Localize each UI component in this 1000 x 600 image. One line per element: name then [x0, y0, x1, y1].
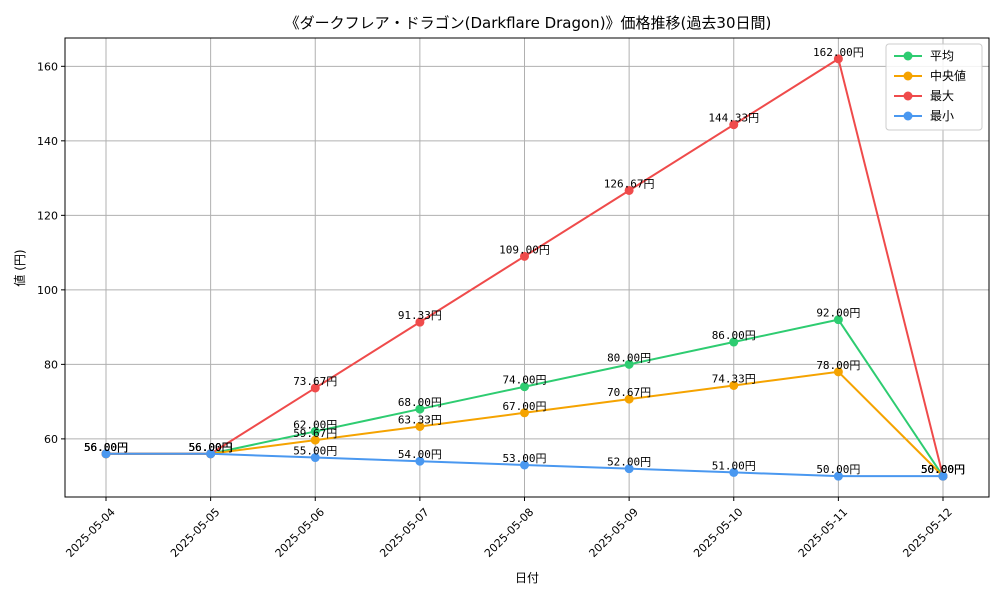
legend-marker — [903, 51, 913, 61]
data-label: 53.00円 — [502, 452, 546, 465]
data-labels: 56.00円 56.00円 62.00円 68.00円 74.00円 80.00円 86.0… — [84, 46, 965, 476]
data-label: 56.00円 — [189, 441, 233, 454]
data-label: 56.00円 — [84, 441, 128, 454]
data-point — [520, 460, 529, 470]
y-tick-label: 140 — [37, 135, 58, 148]
data-point — [624, 464, 634, 474]
data-point — [206, 449, 216, 459]
x-tick-label: 2025-05-05 — [168, 506, 222, 560]
data-label: 80.00円 — [607, 351, 651, 364]
data-point — [624, 359, 634, 369]
data-point — [729, 120, 739, 130]
data-label: 56.00円 — [84, 441, 128, 454]
data-label: 56.00円 — [189, 441, 233, 454]
data-label: 54.00円 — [398, 448, 442, 461]
data-label: 50.00円 — [816, 463, 860, 476]
data-label: 67.00円 — [502, 400, 546, 413]
data-label: 56.00円 — [189, 441, 233, 454]
data-label: 74.00円 — [502, 374, 546, 387]
data-point — [310, 426, 320, 436]
data-label: 144.33円 — [708, 112, 759, 125]
data-label: 68.00円 — [398, 396, 442, 409]
data-point — [310, 383, 320, 393]
data-label: 91.33円 — [398, 309, 442, 322]
data-point — [938, 471, 948, 481]
data-label: 63.33円 — [398, 413, 442, 426]
data-label: 59.67円 — [293, 427, 337, 440]
data-point — [833, 54, 843, 64]
legend-label: 最大 — [930, 89, 954, 103]
legend-label: 中央値 — [930, 68, 966, 83]
data-point — [415, 456, 425, 466]
y-tick-label: 120 — [37, 209, 58, 222]
x-tick-label: 2025-05-07 — [377, 506, 431, 560]
grid — [65, 38, 989, 497]
data-point — [624, 394, 634, 404]
data-point — [624, 185, 634, 195]
data-point — [833, 471, 843, 481]
data-label: 70.67円 — [607, 386, 651, 399]
legend-marker — [903, 91, 913, 101]
x-tick-label: 2025-05-08 — [482, 506, 536, 560]
data-point — [310, 435, 320, 445]
data-label: 50.00円 — [921, 463, 965, 476]
data-point — [833, 367, 843, 377]
data-point — [729, 467, 739, 477]
data-label: 52.00円 — [607, 456, 651, 469]
data-label: 62.00円 — [293, 418, 337, 431]
legend-label: 最小 — [930, 109, 954, 123]
data-label: 109.00円 — [499, 243, 550, 256]
data-label: 73.67円 — [293, 375, 337, 388]
data-point — [415, 421, 425, 431]
data-label: 74.33円 — [712, 372, 756, 385]
data-point — [729, 380, 739, 390]
data-point — [833, 315, 843, 325]
data-label: 56.00円 — [84, 441, 128, 454]
x-tick-label: 2025-05-06 — [273, 506, 327, 560]
x-tick-label: 2025-05-04 — [63, 506, 117, 560]
series-lines — [101, 54, 948, 481]
plot-area — [64, 37, 990, 498]
x-tick-label: 2025-05-11 — [796, 506, 850, 560]
data-label: 50.00円 — [921, 463, 965, 476]
data-label: 56.00円 — [84, 441, 128, 454]
x-axis-label: 日付 — [515, 571, 539, 585]
legend-label: 平均 — [930, 49, 954, 63]
legend-marker — [903, 111, 913, 121]
y-axis-label: 値 (円) — [12, 249, 27, 286]
data-label: 86.00円 — [712, 329, 756, 342]
data-point — [101, 449, 111, 459]
data-label: 56.00円 — [189, 441, 233, 454]
data-point — [415, 404, 425, 414]
data-label: 78.00円 — [816, 359, 860, 372]
y-tick-label: 60 — [44, 433, 58, 446]
legend-marker — [903, 71, 913, 81]
data-label: 162.00円 — [813, 46, 864, 59]
data-label: 51.00円 — [712, 459, 756, 472]
x-tick-label: 2025-05-09 — [587, 506, 641, 560]
data-point — [520, 251, 529, 261]
data-label: 50.00円 — [921, 463, 965, 476]
data-label: 50.00円 — [921, 463, 965, 476]
y-tick-label: 100 — [37, 284, 58, 297]
data-point — [520, 408, 529, 418]
chart-title: 《ダークフレア・ドラゴン(Darkflare Dragon)》価格推移(過去30… — [285, 14, 772, 32]
x-axis: 2025-05-04 2025-05-05 2025-05-06 2025-05-07… — [63, 497, 955, 560]
data-label: 126.67円 — [604, 177, 655, 190]
data-point — [729, 337, 739, 347]
y-axis: 60 80 100 120 140 160 — [37, 60, 65, 446]
x-tick-label: 2025-05-12 — [900, 506, 954, 560]
data-label: 55.00円 — [293, 445, 337, 458]
y-tick-label: 160 — [37, 60, 58, 73]
data-point — [310, 453, 320, 463]
x-tick-label: 2025-05-10 — [691, 506, 745, 560]
data-point — [520, 382, 529, 392]
legend-box — [885, 43, 983, 131]
data-point — [415, 317, 425, 327]
data-label: 92.00円 — [816, 307, 860, 320]
y-tick-label: 80 — [44, 358, 58, 371]
